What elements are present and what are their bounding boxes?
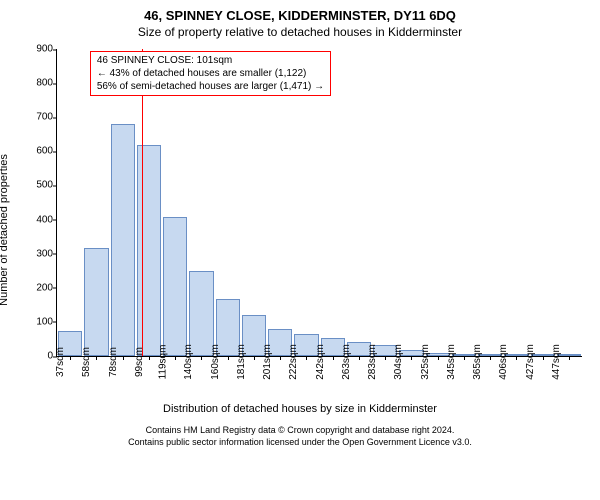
- y-tick: 800: [21, 78, 53, 89]
- x-tick: 181sqm: [236, 344, 247, 380]
- chart-subtitle: Size of property relative to detached ho…: [8, 25, 592, 39]
- x-tick: 365sqm: [472, 344, 483, 380]
- footer-line2: Contains public sector information licen…: [8, 437, 592, 449]
- y-tick: 200: [21, 282, 53, 293]
- plot-inner: 37sqm58sqm78sqm99sqm119sqm140sqm160sqm18…: [56, 49, 582, 357]
- bar-column: 427sqm: [530, 49, 556, 356]
- x-tick: 406sqm: [499, 344, 510, 380]
- y-axis-label: Number of detached properties: [0, 154, 10, 306]
- y-tick: 500: [21, 180, 53, 191]
- bar: [137, 145, 161, 356]
- bar-column: 263sqm: [346, 49, 372, 356]
- x-tick: 222sqm: [289, 344, 300, 380]
- x-tick: 447sqm: [551, 344, 562, 380]
- bar-column: 283sqm: [372, 49, 398, 356]
- bar-column: 304sqm: [398, 49, 424, 356]
- x-tick: 119sqm: [158, 345, 169, 380]
- x-tick: 78sqm: [108, 347, 119, 377]
- y-tick: 700: [21, 112, 53, 123]
- y-tick: 0: [21, 351, 53, 362]
- x-tick: 427sqm: [525, 344, 536, 380]
- y-tick: 400: [21, 214, 53, 225]
- annotation-line1: 46 SPINNEY CLOSE: 101sqm: [97, 54, 324, 67]
- x-tick: 201sqm: [262, 344, 273, 380]
- x-tick: 283sqm: [367, 344, 378, 380]
- annotation-line2: ← 43% of detached houses are smaller (1,…: [97, 67, 324, 80]
- bar-column: 406sqm: [503, 49, 529, 356]
- x-tick: 140sqm: [184, 344, 195, 380]
- bar: [163, 217, 187, 356]
- chart-title: 46, SPINNEY CLOSE, KIDDERMINSTER, DY11 6…: [8, 8, 592, 23]
- annotation-box: 46 SPINNEY CLOSE: 101sqm ← 43% of detach…: [90, 51, 331, 96]
- footer-line1: Contains HM Land Registry data © Crown c…: [8, 425, 592, 437]
- annotation-line3: 56% of semi-detached houses are larger (…: [97, 80, 324, 93]
- y-tick: 300: [21, 248, 53, 259]
- x-tick: 304sqm: [394, 344, 405, 380]
- x-tick: 160sqm: [210, 344, 221, 380]
- x-tick: 263sqm: [341, 344, 352, 380]
- bar-column: 325sqm: [425, 49, 451, 356]
- bar: [111, 124, 135, 356]
- bar-column: 345sqm: [451, 49, 477, 356]
- x-tick: 37sqm: [55, 347, 66, 377]
- bar-column: 365sqm: [477, 49, 503, 356]
- x-axis-label: Distribution of detached houses by size …: [8, 403, 592, 415]
- x-tick: 345sqm: [446, 344, 457, 380]
- footer: Contains HM Land Registry data © Crown c…: [8, 425, 592, 448]
- bar: [84, 248, 108, 356]
- y-tick: 900: [21, 44, 53, 55]
- y-tick: 100: [21, 316, 53, 327]
- x-tick: 242sqm: [315, 344, 326, 380]
- x-tick: 58sqm: [81, 347, 92, 377]
- bar-column: 447sqm: [556, 49, 582, 356]
- plot-area: Number of detached properties 37sqm58sqm…: [8, 45, 592, 415]
- x-tick: 325sqm: [420, 344, 431, 380]
- y-tick: 600: [21, 146, 53, 157]
- bar-column: 37sqm: [57, 49, 83, 356]
